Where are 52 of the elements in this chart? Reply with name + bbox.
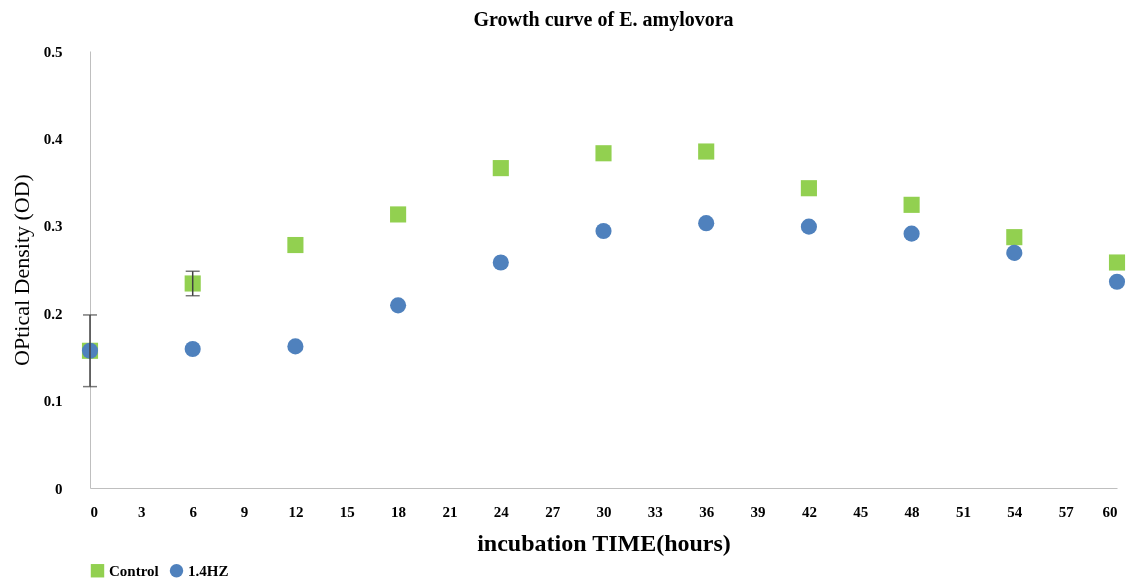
x-tick-label: 6 — [189, 503, 198, 520]
y-tick-label: 0.3 — [43, 218, 63, 235]
x-tick-label: 9 — [240, 503, 249, 520]
x-tick-label: 60 — [1102, 503, 1118, 520]
x-tick-label: 15 — [339, 503, 355, 520]
point — [800, 180, 817, 197]
point — [184, 275, 201, 292]
x-axis-title: incubation TIME(hours) — [477, 529, 731, 556]
point — [1108, 273, 1126, 290]
x-tick-label: 0 — [90, 503, 98, 520]
x-tick-label: 12 — [288, 503, 304, 520]
point — [800, 218, 817, 235]
point — [595, 145, 612, 162]
point — [903, 225, 920, 242]
x-tick-label: 30 — [596, 503, 612, 520]
point — [698, 215, 715, 232]
point — [1006, 229, 1023, 246]
x-tick-label: 51 — [955, 503, 971, 520]
x-tick-label: 36 — [699, 503, 715, 520]
point — [287, 236, 304, 254]
point — [1108, 254, 1126, 271]
chart-title: Growth curve of E. amylovora — [473, 8, 734, 31]
point — [390, 297, 407, 314]
point — [390, 206, 407, 223]
x-tick-label: 18 — [391, 503, 407, 520]
y-tick-label: 0 — [55, 480, 63, 497]
point — [492, 254, 509, 271]
x-tick-label: 45 — [853, 503, 869, 520]
x-tick-label: 39 — [750, 503, 766, 520]
y-tick-label: 0.4 — [43, 130, 63, 147]
x-tick-label: 57 — [1058, 503, 1075, 520]
x-tick-label: 54 — [1007, 503, 1023, 520]
x-tick-label: 33 — [647, 503, 663, 520]
legend-label: Control — [109, 562, 159, 579]
point — [184, 340, 201, 358]
x-tick-label: 42 — [801, 503, 817, 520]
point — [903, 196, 920, 213]
x-tick-label: 21 — [442, 503, 458, 520]
x-tick-label: 48 — [904, 503, 920, 520]
x-tick-label: 24 — [493, 503, 510, 520]
x-tick-label: 3 — [138, 503, 146, 520]
point — [1006, 244, 1023, 261]
x-tick-label: 27 — [545, 503, 561, 520]
point — [595, 223, 612, 240]
y-tick-label: 0.1 — [43, 393, 63, 410]
point — [698, 143, 715, 160]
point — [492, 160, 509, 177]
y-axis-title: OPtical Density (OD) — [8, 174, 34, 366]
point — [287, 338, 304, 355]
y-tick-label: 0.5 — [43, 43, 63, 60]
legend-label: 1.4HZ — [188, 562, 229, 579]
y-tick-label: 0.2 — [43, 305, 63, 322]
